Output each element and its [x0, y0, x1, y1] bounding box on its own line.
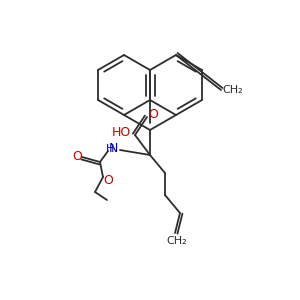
Text: O: O — [148, 109, 158, 122]
Text: O: O — [72, 149, 82, 163]
Text: N: N — [109, 142, 118, 155]
Text: CH₂: CH₂ — [167, 236, 187, 246]
Text: CH₂: CH₂ — [223, 85, 243, 95]
Text: HO: HO — [111, 125, 130, 139]
Text: H: H — [106, 144, 114, 154]
Text: O: O — [103, 173, 113, 187]
